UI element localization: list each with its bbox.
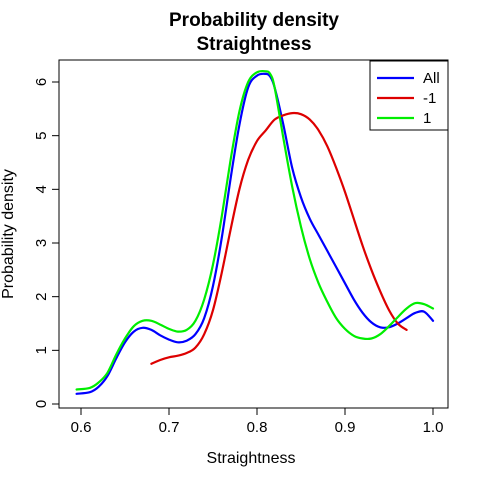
y-axis-title: Probability density (0, 169, 17, 299)
y-tick-label: 1 (33, 346, 50, 354)
x-tick-label: 1.0 (423, 419, 444, 436)
legend-label: All (423, 70, 440, 87)
x-tick-label: 0.9 (335, 419, 356, 436)
y-tick-label: 5 (33, 131, 50, 139)
x-tick-label: 0.8 (247, 419, 268, 436)
y-tick-label: 4 (33, 185, 50, 193)
x-axis: 0.6 0.7 0.8 0.9 1.0 (71, 407, 444, 436)
legend: All -1 1 (369, 60, 449, 131)
series-line-plus1 (75, 69, 435, 391)
x-tick-label: 0.6 (71, 419, 92, 436)
y-tick-label: 6 (33, 78, 50, 86)
chart-title: Probability density (169, 10, 339, 31)
legend-label: -1 (423, 90, 436, 107)
chart-subtitle: Straightness (196, 34, 311, 55)
series-layer (75, 69, 435, 395)
x-axis-title: Straightness (207, 450, 296, 467)
x-tick-label: 0.7 (159, 419, 180, 436)
y-axis: 0 1 2 3 4 5 6 (33, 78, 60, 408)
series-line-minus1 (150, 111, 408, 365)
y-tick-label: 3 (33, 239, 50, 247)
series-line-all (75, 72, 435, 395)
legend-label: 1 (423, 110, 431, 127)
y-tick-label: 0 (33, 400, 50, 408)
y-tick-label: 2 (33, 292, 50, 300)
